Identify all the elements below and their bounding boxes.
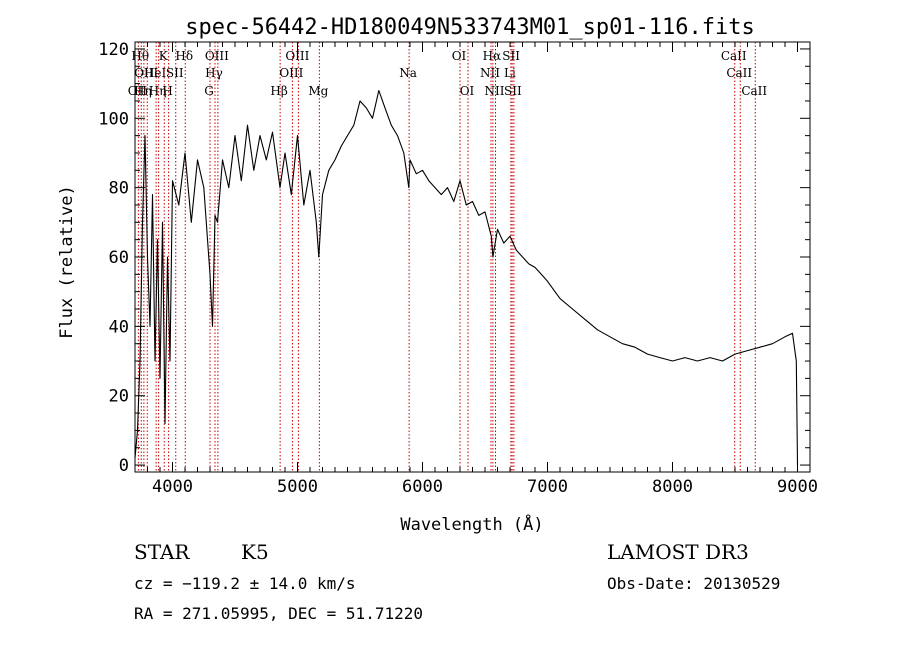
y-axis-label: Flux (relative) bbox=[57, 185, 77, 339]
line-marker-label: SII bbox=[504, 84, 522, 98]
x-tick-label: 7000 bbox=[527, 477, 568, 497]
line-marker-label: Hα bbox=[483, 49, 502, 63]
y-tick-label: 120 bbox=[98, 40, 129, 60]
line-marker-label: OIII bbox=[205, 49, 229, 63]
line-marker-label: CaII bbox=[726, 66, 752, 80]
line-marker-label: Li bbox=[504, 66, 516, 80]
chart-title: spec-56442-HD180049N533743M01_sp01-116.f… bbox=[185, 15, 755, 40]
line-marker-label: Mg bbox=[308, 84, 328, 98]
line-marker-label: G bbox=[204, 84, 214, 98]
line-marker-label: OI bbox=[460, 84, 475, 98]
line-marker-label: Hβ bbox=[270, 84, 287, 98]
line-marker-label: H bbox=[162, 84, 172, 98]
line-marker-label: OIII bbox=[279, 66, 303, 80]
x-tick-label: 4000 bbox=[152, 477, 193, 497]
line-marker-label: OIII bbox=[285, 49, 309, 63]
line-marker-label: CaII bbox=[721, 49, 747, 63]
x-axis-label: Wavelength (Å) bbox=[400, 513, 543, 535]
line-marker-label: Na bbox=[399, 66, 417, 80]
object-type: STAR bbox=[134, 540, 190, 564]
obs-date-text: Obs-Date: 20130529 bbox=[607, 574, 781, 593]
plot-frame bbox=[134, 41, 811, 473]
spectrum-line bbox=[134, 89, 799, 466]
coordinates-text: RA = 271.05995, DEC = 51.71220 bbox=[134, 604, 423, 623]
line-marker-label: Hη bbox=[149, 84, 167, 98]
axis-ticks: 4000 5000 6000 7000 8000 9000 0 20 40 60 80 100 120 bbox=[98, 40, 818, 497]
y-tick-label: 0 bbox=[119, 456, 129, 476]
line-marker-label: SII bbox=[166, 66, 184, 80]
line-marker-label: Hγ bbox=[205, 66, 223, 80]
x-tick-label: 8000 bbox=[652, 477, 693, 497]
line-marker-label: CaII bbox=[741, 84, 767, 98]
series-layer bbox=[134, 89, 799, 466]
line-marker-label: OIII bbox=[134, 66, 158, 80]
y-tick-label: 100 bbox=[98, 109, 129, 129]
x-tick-label: 5000 bbox=[277, 477, 318, 497]
line-marker-label: Hθ bbox=[131, 49, 149, 63]
line-marker-label: OII bbox=[128, 84, 148, 98]
survey-name: LAMOST DR3 bbox=[607, 540, 749, 564]
y-tick-label: 80 bbox=[109, 179, 129, 199]
y-tick-label: 40 bbox=[109, 317, 129, 337]
line-marker-label: NII bbox=[485, 84, 505, 98]
line-marker-label: Hδ bbox=[175, 49, 193, 63]
emission-line-markers: OIIHθHηOIIIHeIHηKHSIIHδGHγOIIIHβOIIIOIII… bbox=[128, 42, 767, 472]
y-tick-label: 20 bbox=[109, 387, 129, 407]
line-marker-label: HeI bbox=[144, 66, 167, 80]
object-subclass: K5 bbox=[241, 540, 269, 564]
redshift-text: cz = −119.2 ± 14.0 km/s bbox=[134, 574, 356, 593]
x-tick-label: 9000 bbox=[777, 477, 818, 497]
line-marker-label: OI bbox=[452, 49, 467, 63]
line-marker-label: NII bbox=[480, 66, 500, 80]
line-marker-label: SII bbox=[502, 49, 520, 63]
line-marker-label: K bbox=[159, 49, 169, 63]
x-tick-label: 6000 bbox=[402, 477, 443, 497]
y-tick-label: 60 bbox=[109, 248, 129, 268]
